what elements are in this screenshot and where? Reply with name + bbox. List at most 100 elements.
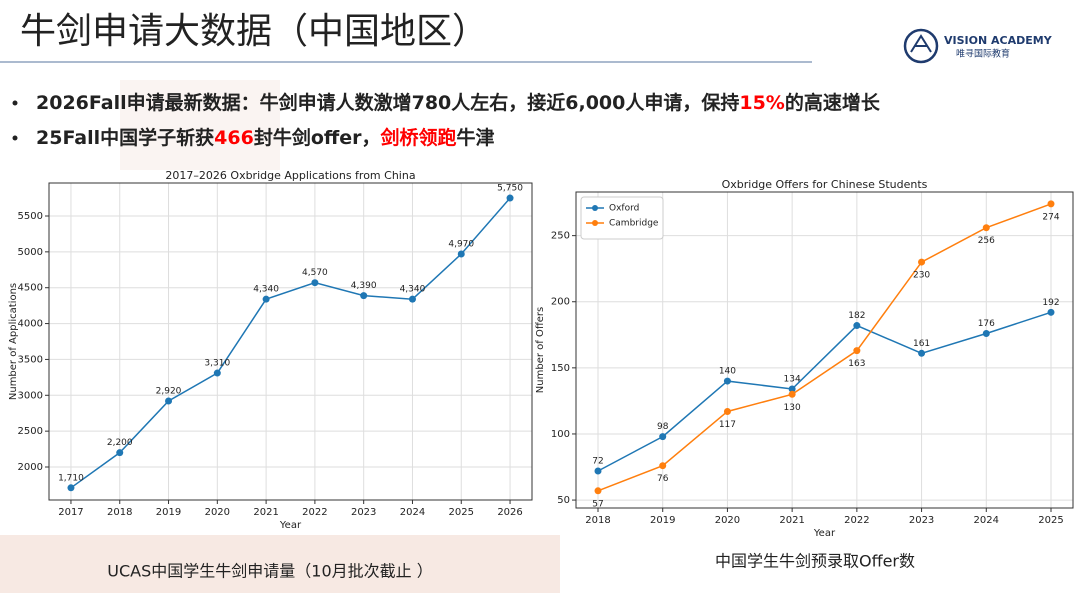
data-point <box>457 250 465 258</box>
x-tick-label: 2018 <box>585 515 610 526</box>
data-point <box>659 462 667 470</box>
data-label: 98 <box>657 422 669 432</box>
legend-label: Cambridge <box>609 219 659 229</box>
caption: 中国学生牛剑预录取Offer数 <box>715 552 915 571</box>
legend-marker <box>592 220 598 226</box>
plot-area <box>49 183 532 500</box>
data-point <box>1047 200 1055 208</box>
x-tick-label: 2025 <box>1038 515 1063 526</box>
x-tick-label: 2018 <box>107 507 132 518</box>
data-point <box>788 390 796 398</box>
data-label: 4,970 <box>448 240 474 250</box>
data-point <box>360 292 368 300</box>
x-tick-label: 2022 <box>302 507 327 518</box>
data-label: 4,340 <box>400 285 426 295</box>
caption: UCAS中国学生牛剑申请量（10月批次截止 ） <box>107 562 432 581</box>
y-tick-label: 4000 <box>18 319 43 330</box>
data-point <box>165 397 173 405</box>
x-tick-label: 2021 <box>253 507 278 518</box>
data-point <box>982 329 990 337</box>
x-tick-label: 2017 <box>58 507 83 518</box>
data-label: 161 <box>913 339 930 349</box>
series-line <box>70 197 511 489</box>
bullet-segment: 牛津 <box>457 126 495 149</box>
logo-name: VISION ACADEMY <box>944 34 1053 47</box>
data-label: 274 <box>1042 212 1059 222</box>
plot-frame <box>575 191 1074 509</box>
bullet-segment: 的高速增长 <box>785 91 881 114</box>
y-tick-label: 5000 <box>18 247 43 258</box>
y-tick-label: 200 <box>551 297 570 308</box>
bullet-segment: 15% <box>739 92 784 114</box>
data-label: 72 <box>592 456 603 466</box>
data-point <box>723 377 731 385</box>
y-axis-label: Number of Offers <box>535 307 546 393</box>
y-tick-label: 100 <box>551 429 570 440</box>
y-tick-label: 250 <box>551 231 570 242</box>
data-point <box>408 295 416 303</box>
logo-subtitle: 唯寻国际教育 <box>956 48 1010 60</box>
background-decoration <box>0 535 560 593</box>
data-label: 140 <box>719 367 736 377</box>
x-tick-label: 2023 <box>909 515 934 526</box>
data-label: 130 <box>784 403 801 413</box>
data-point <box>1047 308 1055 316</box>
data-label: 2,200 <box>107 438 133 448</box>
data-label: 4,390 <box>351 281 377 291</box>
data-label: 76 <box>657 474 669 484</box>
background-decoration <box>120 80 280 170</box>
x-tick-label: 2020 <box>205 507 230 518</box>
slide-title: 牛剑申请大数据（中国地区） <box>20 11 488 52</box>
bullet-dot <box>12 100 18 106</box>
data-point <box>116 449 124 457</box>
bullet-segment: 25Fall中国学子斩获 <box>36 126 214 149</box>
data-label: 230 <box>913 271 930 281</box>
y-tick-label: 3000 <box>18 390 43 401</box>
y-tick-label: 4500 <box>18 283 43 294</box>
x-tick-label: 2026 <box>497 507 522 518</box>
plot-area <box>576 192 1073 508</box>
data-point <box>918 258 926 266</box>
data-label: 5,750 <box>497 184 523 194</box>
plot-frame <box>48 182 533 501</box>
data-point <box>723 407 731 415</box>
data-point <box>918 349 926 357</box>
data-point <box>594 487 602 495</box>
y-axis-label: Number of Applications <box>8 283 19 400</box>
data-label: 1,710 <box>58 473 84 483</box>
x-tick-label: 2021 <box>779 515 804 526</box>
data-label: 256 <box>978 236 995 246</box>
bullet-text: 2026Fall申请最新数据：牛剑申请人数激增780人左右，接近6,000人申请… <box>36 91 881 114</box>
data-point <box>506 194 514 202</box>
data-point <box>213 369 221 377</box>
y-tick-label: 150 <box>551 363 570 374</box>
data-point <box>262 295 270 303</box>
x-tick-label: 2023 <box>351 507 376 518</box>
x-tick-label: 2022 <box>844 515 869 526</box>
data-label: 2,920 <box>156 387 182 397</box>
bullet-dot <box>12 135 18 141</box>
data-point <box>594 467 602 475</box>
data-label: 57 <box>592 499 603 509</box>
data-label: 163 <box>848 359 865 369</box>
data-point <box>659 433 667 441</box>
y-tick-label: 5500 <box>18 211 43 222</box>
x-tick-label: 2020 <box>715 515 740 526</box>
logo-icon <box>903 28 939 64</box>
data-label: 134 <box>784 375 801 385</box>
x-tick-label: 2024 <box>400 507 425 518</box>
y-tick-label: 2500 <box>18 426 43 437</box>
x-tick-label: 2019 <box>156 507 181 518</box>
data-point <box>982 224 990 232</box>
data-label: 3,310 <box>204 359 230 369</box>
x-axis-label: Year <box>813 528 836 539</box>
chart-title: 2017–2026 Oxbridge Applications from Chi… <box>165 169 415 182</box>
bullet-segment: 封牛剑offer， <box>254 126 381 149</box>
x-tick-label: 2025 <box>449 507 474 518</box>
data-label: 176 <box>978 319 995 329</box>
bullet-segment: 466 <box>214 127 254 149</box>
bullet-text: 25Fall中国学子斩获466封牛剑offer，剑桥领跑牛津 <box>36 126 495 149</box>
y-tick-label: 2000 <box>18 462 43 473</box>
y-tick-label: 50 <box>557 495 570 506</box>
